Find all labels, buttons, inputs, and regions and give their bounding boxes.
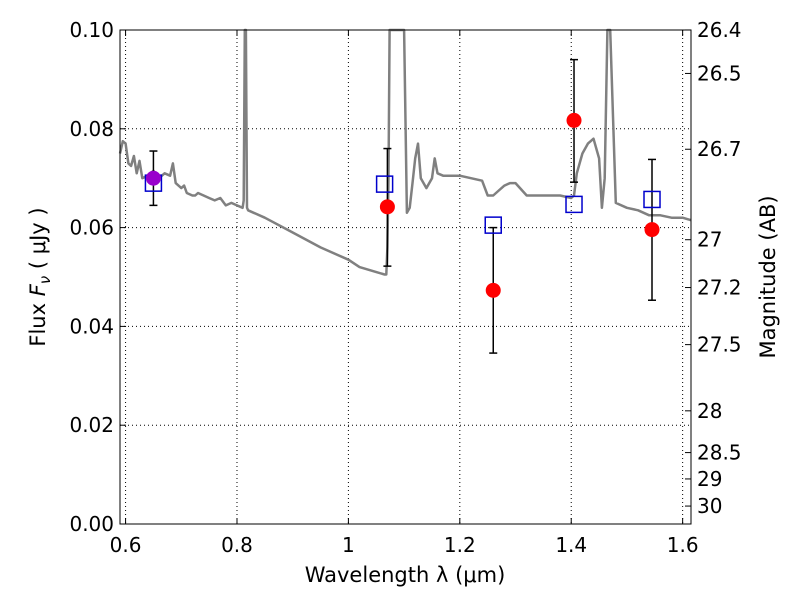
x-tick-label: 0.6 — [110, 533, 142, 557]
model-square — [565, 195, 583, 214]
observed-point — [485, 282, 501, 298]
points-layer — [144, 58, 661, 354]
y-axis-title: Flux Fν ( μJy ) — [26, 207, 54, 346]
y-tick-label: 0.02 — [69, 413, 114, 437]
mag-tick-label: 26.7 — [697, 137, 742, 161]
mag-tick-label: 27.2 — [697, 276, 742, 300]
mag-tick-label: 26.4 — [697, 18, 742, 42]
y-tick-label: 0.08 — [69, 117, 114, 141]
mag-tick-label: 27.5 — [697, 333, 742, 357]
mag-tick-label: 28.5 — [697, 441, 742, 465]
y-tick-label: 0.04 — [69, 314, 114, 338]
x-axis-title: Wavelength λ (μm) — [305, 563, 506, 587]
observed-point — [145, 170, 161, 186]
mag-tick-label: 27 — [697, 228, 722, 252]
model-square — [375, 175, 394, 193]
mag-tick-label: 26.5 — [697, 61, 742, 85]
observed-point — [566, 112, 582, 128]
x-tick-label: 0.8 — [221, 533, 253, 557]
x-tick-label: 1.2 — [444, 533, 476, 557]
x-tick-label: 1.4 — [555, 533, 587, 557]
mag-tick-label: 28 — [697, 399, 722, 423]
plot-frame — [119, 29, 692, 525]
y-tick-label: 0.06 — [69, 216, 114, 240]
y-tick-label: 0.10 — [69, 18, 114, 42]
model-square — [643, 190, 661, 209]
y2-axis-title: Magnitude (AB) — [756, 195, 780, 358]
x-tick-label: 1.6 — [667, 533, 699, 557]
y-tick-label: 0.00 — [69, 512, 114, 536]
mag-tick-label: 29 — [697, 467, 722, 491]
x-tick-label: 1 — [342, 533, 355, 557]
mag-tick-label: 30 — [697, 494, 722, 518]
model-square — [484, 216, 502, 234]
ticks: 0.6 0.8 1 1.2 1.4 1.6 0.00 0.02 0.04 0.06 0.08 0.10… — [69, 18, 741, 557]
observed-point — [644, 222, 660, 238]
observed-point — [379, 199, 395, 215]
